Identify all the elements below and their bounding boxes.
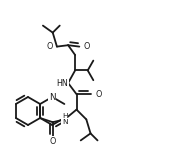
Text: HN: HN — [56, 78, 68, 88]
Text: N: N — [49, 93, 55, 102]
Text: H: H — [62, 113, 67, 119]
Text: O: O — [83, 42, 90, 51]
Text: H: H — [62, 115, 68, 124]
Text: O: O — [96, 90, 102, 99]
Text: O: O — [50, 137, 56, 146]
Text: O: O — [47, 42, 53, 51]
Text: N: N — [62, 119, 67, 125]
